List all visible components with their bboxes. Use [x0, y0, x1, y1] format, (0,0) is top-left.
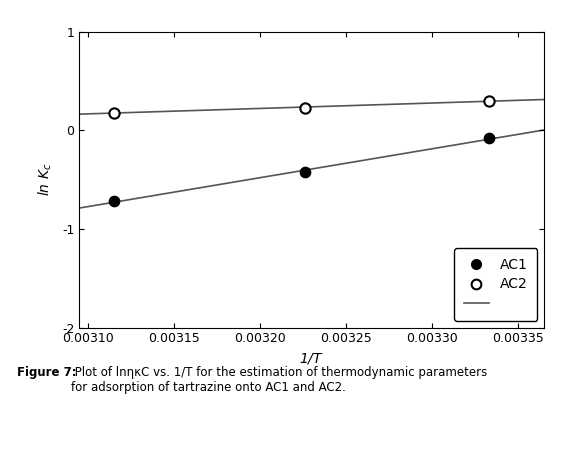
Point — [485, 97, 494, 105]
Y-axis label: ln $K_c$: ln $K_c$ — [36, 163, 54, 197]
Point — [109, 109, 119, 116]
Point — [301, 104, 310, 111]
Point — [301, 168, 310, 176]
Point — [109, 198, 119, 205]
Text: Plot of lnηκC vs. 1/T for the estimation of thermodynamic parameters
for adsorpt: Plot of lnηκC vs. 1/T for the estimation… — [71, 366, 487, 394]
X-axis label: 1/$T$: 1/$T$ — [299, 351, 324, 366]
Point — [485, 135, 494, 142]
Legend: AC1, AC2, : AC1, AC2, — [454, 248, 538, 321]
Text: Figure 7:: Figure 7: — [17, 366, 77, 379]
